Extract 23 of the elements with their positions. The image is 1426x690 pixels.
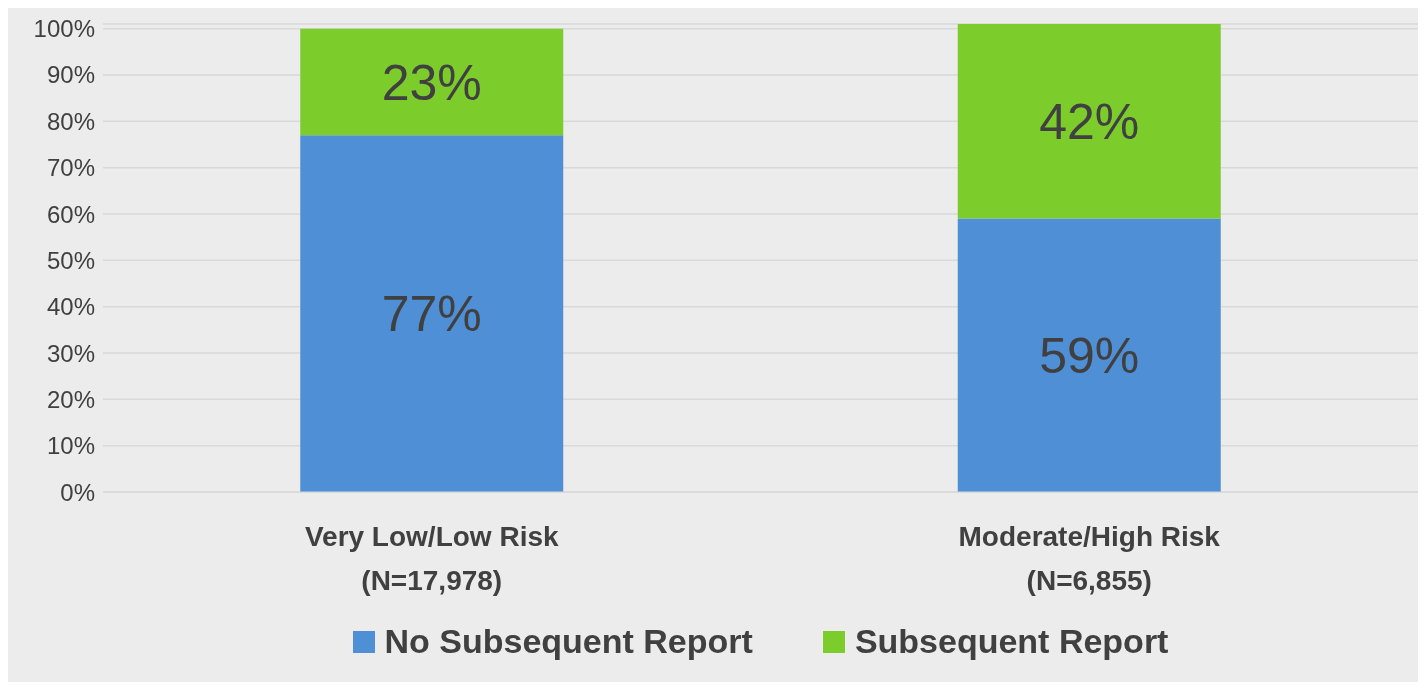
bar xyxy=(957,24,1221,219)
data-label: 59% xyxy=(1039,328,1140,385)
bar xyxy=(300,28,564,136)
y-tick-label: 100% xyxy=(33,15,95,43)
y-tick-label: 90% xyxy=(46,61,95,89)
y-tick-label: 20% xyxy=(46,385,95,413)
y-tick-label: 0% xyxy=(60,478,95,506)
x-tick-label: Moderate/High Risk (N=6,855) xyxy=(958,521,1221,596)
legend-label: No Subsequent Report xyxy=(384,622,753,661)
legend-label: Subsequent Report xyxy=(854,622,1169,661)
y-tick-label: 40% xyxy=(46,293,95,321)
y-tick-label: 30% xyxy=(46,339,95,367)
data-label: 42% xyxy=(1039,94,1140,151)
bar xyxy=(300,135,564,492)
data-label: 23% xyxy=(381,54,482,111)
y-tick-label: 70% xyxy=(46,154,95,182)
bar xyxy=(957,218,1221,492)
x-tick-label: Very Low/Low Risk (N=17,978) xyxy=(304,521,559,596)
data-label: 77% xyxy=(381,286,482,343)
y-tick-label: 60% xyxy=(46,200,95,228)
y-tick-label: 10% xyxy=(46,432,95,460)
y-tick-label: 50% xyxy=(46,246,95,274)
y-tick-label: 80% xyxy=(46,107,95,135)
